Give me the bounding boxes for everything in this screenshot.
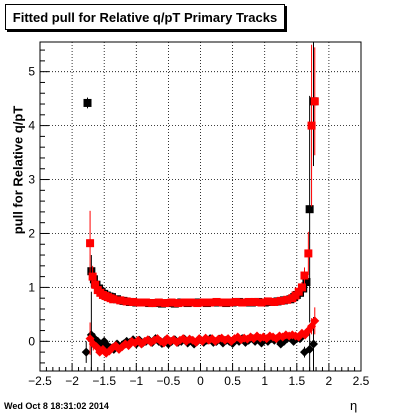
data-point-square	[87, 267, 96, 276]
data-point-square	[109, 295, 118, 304]
data-point-square	[270, 297, 279, 306]
x-tick-label: −1.5	[92, 374, 116, 388]
x-tick-label: −2.5	[28, 374, 52, 388]
x-tick-label: 0	[197, 374, 204, 388]
x-tick-label: 0.5	[224, 374, 241, 388]
x-tick-label: −1	[129, 374, 143, 388]
data-point-diamond	[310, 316, 320, 326]
data-marks	[81, 42, 320, 371]
x-tick-label: 2	[326, 374, 333, 388]
x-tick-label: 1	[261, 374, 268, 388]
x-tick-label: 2.5	[353, 374, 370, 388]
series-1	[86, 44, 319, 308]
data-point-square	[161, 299, 170, 308]
data-point-square	[186, 298, 195, 307]
data-point-square	[135, 298, 144, 307]
data-point-square	[88, 272, 97, 281]
data-point-square	[294, 287, 303, 296]
data-point-square	[251, 297, 260, 306]
data-point-square	[257, 298, 266, 307]
data-point-square	[238, 298, 247, 307]
x-tick-label: 1.5	[288, 374, 305, 388]
data-point-square	[302, 278, 311, 287]
data-point-square	[174, 299, 183, 308]
data-point-square	[86, 239, 95, 248]
y-tick-label: 0	[28, 334, 35, 348]
data-point-square	[244, 297, 253, 306]
x-axis-label: η	[350, 398, 358, 413]
x-tick-label: −0.5	[157, 374, 181, 388]
data-point-square	[180, 298, 189, 307]
y-tick-label: 2	[28, 226, 35, 240]
data-point-square	[283, 295, 292, 304]
data-point-square	[148, 299, 157, 308]
data-point-square	[154, 298, 163, 307]
grid-lines	[40, 42, 361, 371]
data-point-square	[225, 298, 234, 307]
chart-title: Fitted pull for Relative q/pT Primary Tr…	[5, 4, 285, 30]
data-point-diamond	[249, 334, 259, 344]
data-point-diamond	[81, 347, 91, 357]
x-tick-label: −2	[65, 374, 79, 388]
data-point-square	[304, 249, 313, 258]
data-point-diamond	[305, 344, 315, 354]
data-point-square	[276, 296, 285, 305]
data-point-square	[300, 271, 309, 280]
data-point-square	[199, 298, 208, 307]
data-point-square	[167, 298, 176, 307]
data-point-square	[307, 121, 316, 130]
series-3	[85, 307, 320, 358]
y-tick-label: 4	[28, 119, 35, 133]
y-tick-label: 3	[28, 173, 35, 187]
data-point-diamond	[308, 339, 318, 349]
data-point-square	[91, 280, 100, 289]
data-point-square	[83, 98, 92, 107]
data-point-square	[122, 297, 131, 306]
data-point-square	[193, 299, 202, 308]
y-tick-label: 5	[28, 65, 35, 79]
data-point-square	[116, 296, 125, 305]
data-point-square	[212, 297, 221, 306]
data-point-square	[129, 297, 138, 306]
data-point-square	[231, 297, 240, 306]
data-point-square	[206, 298, 215, 307]
data-point-square	[305, 205, 314, 214]
y-axis-label: pull for Relative q/pT	[10, 105, 26, 235]
axis-ticks: −2.5 −2 −1.5 −1 −0.5 0 0.5 1 1.5 2 2.5 0 1 2 3 4 5	[28, 49, 370, 388]
data-point-square	[310, 97, 319, 106]
data-point-square	[218, 298, 227, 307]
data-point-square	[297, 283, 306, 292]
data-point-square	[263, 297, 272, 306]
y-tick-label: 1	[28, 280, 35, 294]
timestamp: Wed Oct 8 18:31:02 2014	[4, 401, 109, 411]
data-point-square	[141, 298, 150, 307]
